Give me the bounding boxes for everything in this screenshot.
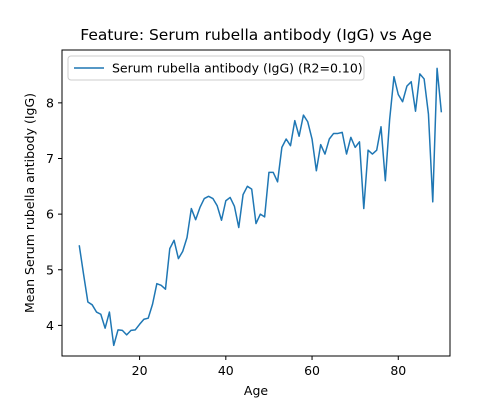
x-tick-label: 80 [390,363,406,378]
x-axis-label: Age [244,383,268,398]
x-axis: 20 40 60 80 [132,356,407,378]
x-tick-label: 20 [132,363,148,378]
x-tick-label: 40 [218,363,234,378]
y-axis: 4 5 6 7 8 [46,95,62,333]
legend-entry: Serum rubella antibody (IgG) (R2=0.10) [112,61,363,76]
y-tick-label: 6 [46,207,54,222]
y-tick-label: 8 [46,95,54,110]
y-tick-label: 5 [46,262,54,277]
series-line [79,68,441,345]
x-tick-label: 60 [304,363,320,378]
y-tick-label: 7 [46,151,54,166]
series-layer [79,68,441,345]
y-axis-label: Mean Serum rubella antibody (IgG) [22,93,37,313]
legend: Serum rubella antibody (IgG) (R2=0.10) [68,56,364,80]
y-tick-label: 4 [46,318,54,333]
chart-title: Feature: Serum rubella antibody (IgG) vs… [80,26,432,44]
